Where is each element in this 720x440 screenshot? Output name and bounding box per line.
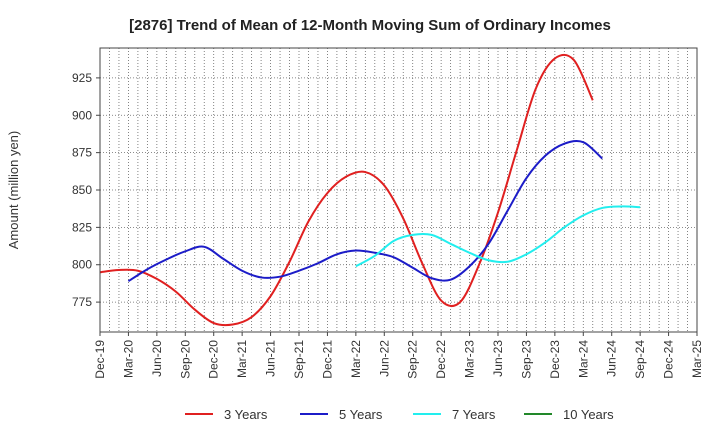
legend: 3 Years 5 Years 7 Years 10 Years [185, 407, 614, 422]
x-tick-label: Jun-24 [605, 340, 619, 377]
x-tick-label: Sep-23 [519, 340, 533, 379]
x-tick-label: Jun-23 [491, 340, 505, 377]
y-tick-label: 875 [72, 146, 92, 160]
legend-label: 5 Years [339, 407, 383, 422]
y-axis-ticks: 775 800 825 850 875 900 925 [72, 71, 100, 309]
x-axis-ticks: Dec-19 Mar-20 Jun-20 Sep-20 Dec-20 Mar-21 Jun-… [93, 332, 704, 379]
x-tick-label: Dec-22 [434, 340, 448, 379]
y-tick-label: 850 [72, 183, 92, 197]
x-tick-label: Dec-24 [662, 340, 676, 379]
legend-label: 3 Years [224, 407, 268, 422]
series-lines [99, 53, 641, 327]
x-tick-label: Sep-22 [406, 340, 420, 379]
x-tick-label: Mar-24 [576, 340, 590, 378]
x-tick-label: Jun-22 [377, 340, 391, 377]
x-tick-label: Mar-20 [121, 340, 135, 378]
x-tick-label: Dec-20 [207, 340, 221, 379]
grid-lines [99, 48, 698, 332]
x-tick-label: Mar-23 [463, 340, 477, 378]
x-tick-label: Sep-20 [178, 340, 192, 379]
y-tick-label: 900 [72, 108, 92, 122]
y-tick-label: 775 [72, 295, 92, 309]
x-tick-label: Dec-21 [320, 340, 334, 379]
y-tick-label: 925 [72, 71, 92, 85]
x-tick-label: Jun-21 [264, 340, 278, 377]
x-tick-label: Mar-21 [235, 340, 249, 378]
x-tick-label: Dec-19 [93, 340, 107, 379]
legend-label: 7 Years [452, 407, 496, 422]
series-line-3-years [99, 53, 594, 327]
y-tick-label: 800 [72, 258, 92, 272]
series-line-7-years [355, 205, 641, 268]
chart-title: [2876] Trend of Mean of 12-Month Moving … [129, 17, 611, 34]
x-tick-label: Sep-21 [292, 340, 306, 379]
y-tick-label: 825 [72, 220, 92, 234]
x-tick-label: Mar-22 [349, 340, 363, 378]
plot-frame [99, 47, 698, 333]
x-tick-label: Mar-25 [690, 340, 704, 378]
series-line-5-years [127, 139, 603, 283]
y-axis-label: Amount (million yen) [6, 131, 21, 250]
x-tick-label: Dec-23 [548, 340, 562, 379]
legend-label: 10 Years [563, 407, 614, 422]
x-tick-label: Sep-24 [633, 340, 647, 379]
x-tick-label: Jun-20 [150, 340, 164, 377]
